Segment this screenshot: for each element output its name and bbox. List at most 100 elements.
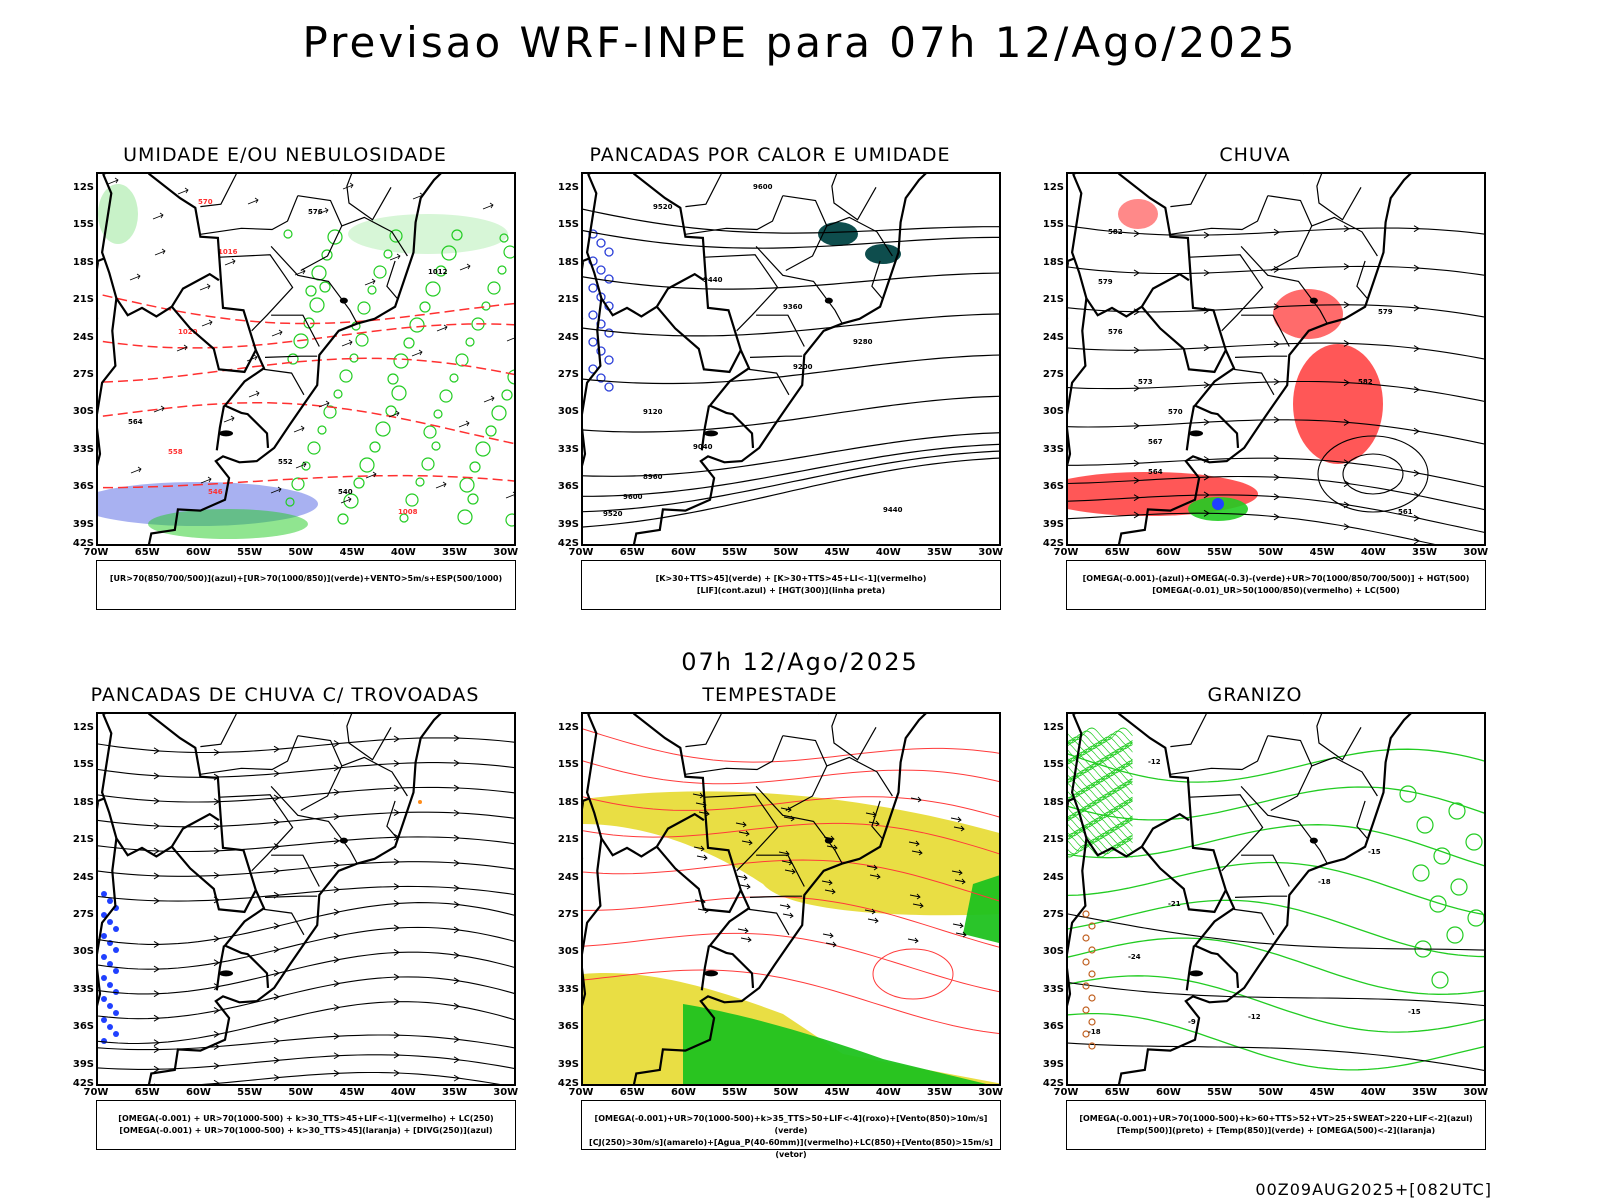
divergence-area [113, 968, 119, 974]
streamline-arrow [453, 977, 460, 985]
panel-umidade: UMIDADE E/OU NEBULOSIDADE 570 576 1016 1012… [50, 144, 520, 614]
basemap [583, 174, 927, 544]
contour-label: 564 [1148, 468, 1163, 476]
state-border [264, 895, 318, 898]
wind-vector [129, 273, 141, 281]
wind-vector [342, 182, 354, 190]
streamline [98, 811, 514, 828]
wind-vector [248, 390, 260, 398]
temp500-contour [1068, 981, 1484, 1007]
shaded-area [148, 509, 308, 539]
wind-vector [458, 420, 470, 428]
humidity-contour [457, 509, 473, 525]
wind-vector [341, 339, 353, 347]
wind-vector [154, 248, 166, 256]
east-coastline [632, 174, 927, 544]
streamline-arrow [453, 1036, 460, 1043]
wind-vector [152, 212, 164, 220]
wind-vector [340, 496, 352, 504]
omega500-contour [1082, 1030, 1090, 1038]
lat-tick-label: 24S [1042, 871, 1064, 883]
lat-tick-label: 21S [1042, 834, 1064, 846]
wind-vector [821, 879, 833, 886]
streamline-arrow [1413, 225, 1420, 233]
lat-tick-label: 12S [1042, 182, 1064, 193]
contour-label: 582 [1358, 378, 1373, 386]
state-border [782, 195, 828, 272]
streamline-arrow [153, 1039, 160, 1047]
country-border [1140, 845, 1227, 914]
humidity-contour [369, 441, 381, 453]
lat-tick-label: 27S [72, 909, 94, 920]
lat-tick-label: 39S [1042, 518, 1064, 530]
streamline-arrow [393, 760, 400, 767]
country-border [170, 305, 257, 374]
state-border [704, 794, 779, 872]
low-pressure-contour [1342, 453, 1404, 495]
temp850-contour [1068, 829, 1133, 843]
legend-line: [OMEGA(-0.001) + UR>70(1000-500) + k>30_… [119, 1126, 493, 1135]
humidity-contour [421, 457, 435, 471]
contour-label: -18 [1318, 878, 1331, 886]
streamline-arrow [1413, 264, 1420, 272]
lon-tick-label: 40W [1360, 547, 1386, 558]
streamline [98, 737, 514, 754]
lc850-streamline [583, 796, 999, 818]
streamline-arrow [333, 837, 340, 845]
wind-vector [908, 840, 920, 847]
state-border [749, 355, 803, 358]
humidity-contour [423, 425, 437, 439]
wind-vector [293, 425, 305, 433]
humidity-contour [393, 353, 409, 369]
temp850-contour [1465, 833, 1483, 851]
streamline-arrow [393, 883, 400, 890]
wind-vector [784, 868, 796, 875]
lon-tick-label: 70W [568, 1087, 594, 1098]
lat-tick-label: 36S [557, 481, 579, 493]
temp850-contour [1412, 864, 1430, 882]
streamline-arrow [1133, 477, 1140, 484]
temp850-contour [1429, 895, 1447, 913]
lat-tick-label: 18S [557, 796, 579, 808]
streamline-arrow [1413, 514, 1420, 522]
state-border [200, 714, 237, 748]
legend-box: [K>30+TTS>45](verde) + [K>30+TTS>45+LI<-… [581, 560, 1001, 610]
lon-tick-label: 55W [237, 547, 263, 558]
hgt-contour [583, 395, 999, 433]
temp850-contour [1068, 808, 1133, 822]
streamline-arrow [213, 773, 220, 781]
humidity-contour [399, 513, 409, 523]
state-border [346, 714, 392, 761]
wind-vector [199, 283, 211, 291]
wind-vector [868, 820, 880, 827]
country-border [585, 174, 705, 318]
lat-tick-label: 39S [1042, 1058, 1064, 1070]
temp850-contour [1068, 835, 1133, 849]
wind-vector [953, 825, 965, 832]
streamline-arrow [1203, 491, 1210, 499]
contour-label: 9280 [853, 338, 873, 346]
humidity-contour [405, 493, 419, 507]
east-coastline [147, 174, 442, 544]
basemap [98, 174, 442, 544]
lat-tick-label: 36S [557, 1021, 579, 1033]
streamline-arrow [333, 861, 340, 869]
wind-vector [692, 792, 704, 799]
streamline-arrow [393, 735, 400, 743]
streamline-arrow [1133, 384, 1140, 392]
panel-title: PANCADAS POR CALOR E UMIDADE [589, 144, 951, 166]
streamline-arrow [1273, 513, 1280, 521]
lat-tick-label: 36S [72, 481, 94, 493]
east-coastline [1117, 174, 1412, 544]
wind-vector [954, 878, 966, 885]
lon-tick-label: 40W [875, 1087, 901, 1098]
wind-vector [952, 922, 964, 929]
country-border [1070, 714, 1190, 858]
thickness-contour [98, 323, 514, 349]
streamline-arrow [1413, 469, 1420, 477]
streamline-arrow [1133, 494, 1140, 502]
thickness-contour [98, 357, 514, 383]
lat-tick-label: 27S [1042, 909, 1064, 920]
streamline-arrow [1273, 378, 1280, 386]
state-border [346, 174, 392, 221]
